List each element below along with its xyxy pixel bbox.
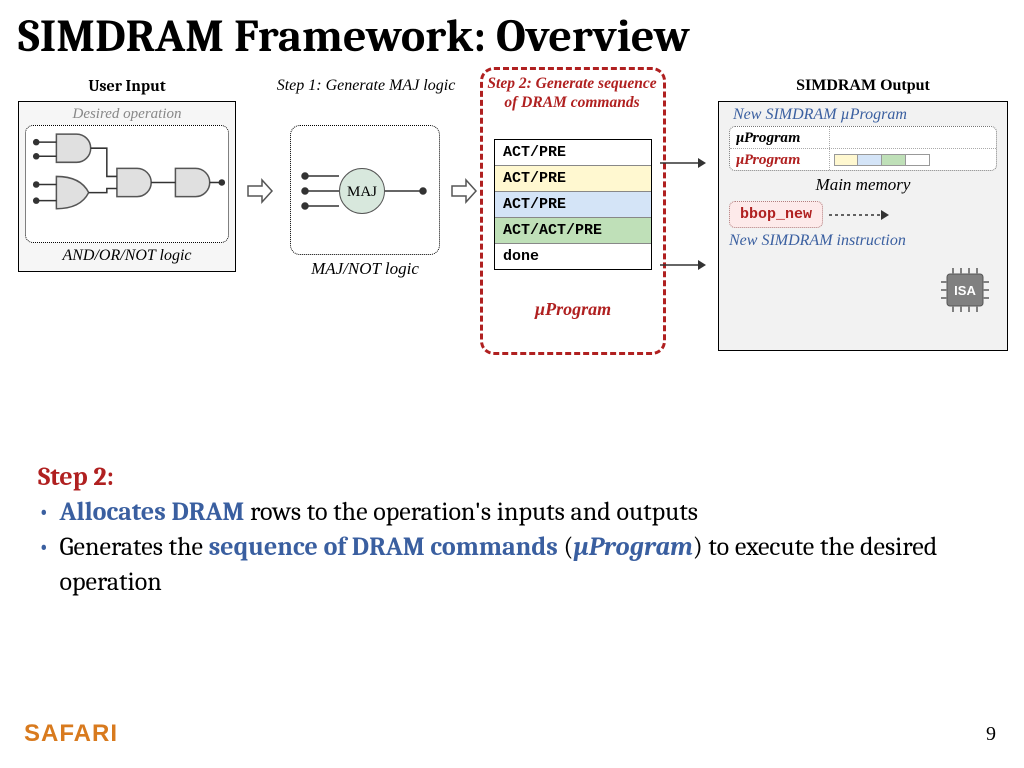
bbop-instruction: bbop_new — [729, 201, 823, 228]
new-uprogram-label: New SIMDRAM µProgram — [733, 106, 997, 124]
maj-logic-box: MAJ — [290, 125, 440, 255]
step2-heading: Step 2: Generate sequence of DRAM comman… — [482, 75, 662, 112]
user-input-caption: AND/OR/NOT logic — [25, 247, 229, 265]
dotted-arrow-icon — [827, 205, 897, 225]
output-box: New SIMDRAM µProgram µProgramµProgram Ma… — [718, 101, 1008, 351]
cmd-row: ACT/PRE — [495, 166, 651, 192]
cmd-row: ACT/ACT/PRE — [495, 218, 651, 244]
arrow-icon — [658, 257, 708, 273]
main-memory-label: Main memory — [719, 175, 1007, 195]
cmd-row: done — [495, 244, 651, 269]
step2-subhead: Step 2: — [38, 460, 958, 495]
new-instruction-label: New SIMDRAM instruction — [729, 232, 997, 250]
uprogram-table: ACT/PREACT/PREACT/PREACT/ACT/PREdone — [494, 139, 652, 270]
isa-chip-icon: ISA — [937, 266, 993, 314]
memory-row: µProgram — [730, 127, 996, 149]
svg-text:ISA: ISA — [954, 283, 976, 298]
memory-table: µProgramµProgram — [729, 126, 997, 171]
user-input-box: Desired operation — [18, 101, 236, 272]
overview-diagram: User Input Desired operation — [18, 77, 1006, 377]
logic-circuit — [25, 125, 229, 243]
slide-title: SIMDRAM Framework: Overview — [0, 0, 1024, 69]
body-text: Step 2: • Allocates DRAM rows to the ope… — [38, 460, 958, 600]
step1-caption: MAJ/NOT logic — [290, 259, 440, 279]
step1-heading: Step 1: Generate MAJ logic — [276, 77, 456, 95]
user-input-heading: User Input — [18, 77, 236, 95]
arrow-icon — [658, 155, 708, 171]
memory-row: µProgram — [730, 149, 996, 170]
output-heading: SIMDRAM Output — [718, 77, 1008, 95]
arrow-icon — [450, 177, 478, 205]
uprogram-caption: µProgram — [494, 299, 652, 320]
maj-node: MAJ — [339, 168, 385, 214]
page-number: 9 — [986, 723, 996, 746]
safari-logo: SAFARI — [24, 720, 118, 748]
arrow-icon — [246, 177, 274, 205]
desired-operation-label: Desired operation — [25, 106, 229, 123]
cmd-row: ACT/PRE — [495, 192, 651, 218]
cmd-row: ACT/PRE — [495, 140, 651, 166]
